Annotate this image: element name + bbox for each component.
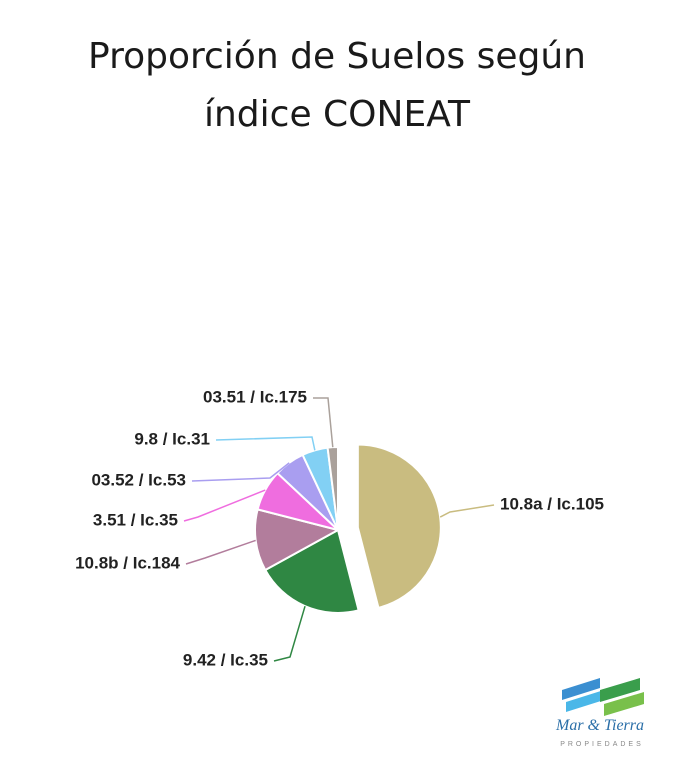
logo-shape [600, 678, 640, 702]
slice-label: 10.8a / Ic.105 [500, 494, 604, 513]
leader-line [439, 504, 495, 518]
slice-label: 03.52 / Ic.53 [91, 470, 186, 489]
leader-line [215, 436, 316, 451]
leader-line [313, 397, 334, 448]
logo-tagline: PROPIEDADES [560, 741, 644, 748]
logo-shape [566, 690, 604, 712]
logo: Mar & Tierra PROPIEDADES [555, 678, 644, 748]
slice-label: 9.8 / Ic.31 [134, 429, 210, 448]
chart-title: Proporción de Suelos según índice CONEAT [88, 36, 586, 135]
pie-slice [254, 508, 341, 572]
slice-label: 9.42 / Ic.35 [183, 650, 268, 669]
logo-name: Mar & Tierra [555, 717, 644, 734]
slice-label: 10.8b / Ic.184 [75, 553, 180, 572]
leader-line [183, 489, 266, 522]
logo-shape [604, 692, 644, 716]
pie-slice [263, 528, 360, 614]
logo-shape [562, 678, 600, 700]
slice-label: 3.51 / Ic.35 [93, 510, 178, 529]
slice-label: 03.51 / Ic.175 [203, 387, 307, 406]
leader-line [273, 605, 306, 662]
pie-slice [356, 443, 442, 610]
leader-line [185, 539, 256, 565]
leader-line [191, 462, 290, 482]
